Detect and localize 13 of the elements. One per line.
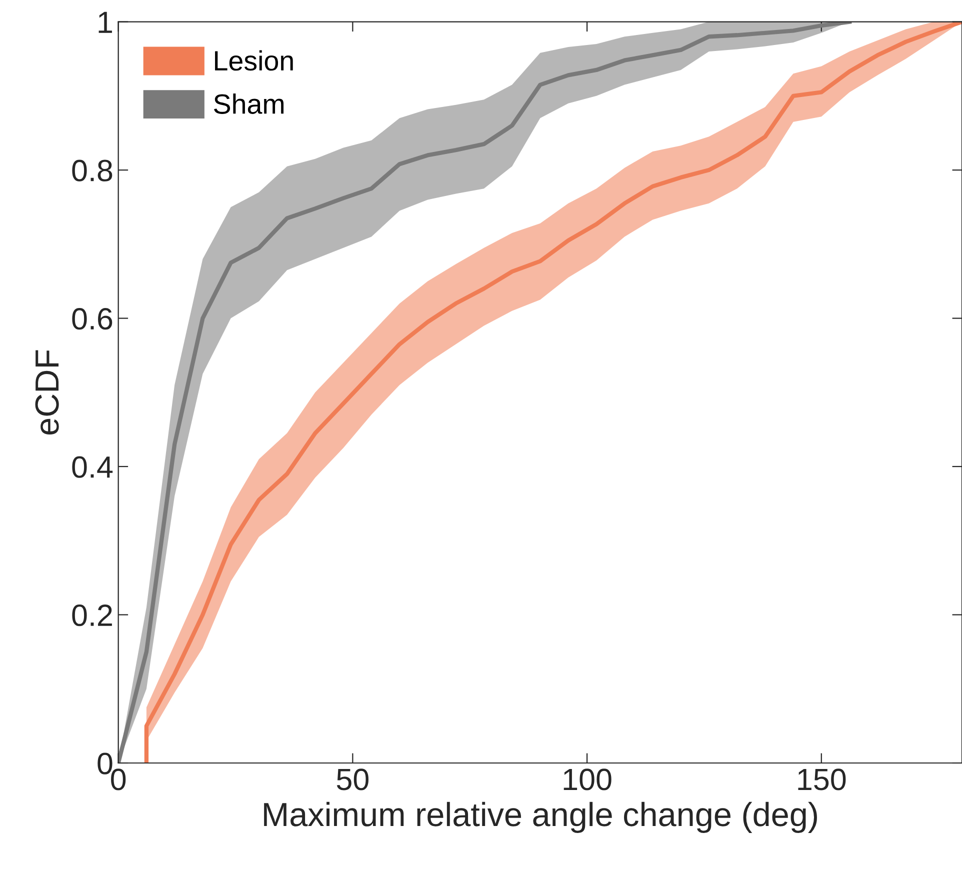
y-tick-label: 0.6 bbox=[72, 308, 112, 330]
x-tick-label: 50 bbox=[336, 768, 368, 790]
x-tick-label: 150 bbox=[798, 768, 846, 790]
y-axis-title: eCDF bbox=[35, 350, 59, 435]
y-tick-label: 0.4 bbox=[72, 456, 113, 478]
legend-label: Sham bbox=[214, 94, 284, 114]
y-tick-label: 0 bbox=[98, 752, 112, 774]
x-tick-label: 100 bbox=[564, 768, 612, 790]
x-axis-title: Maximum relative angle change (deg) bbox=[264, 802, 817, 833]
y-tick-label: 1 bbox=[98, 12, 112, 33]
y-tick-label: 0.2 bbox=[72, 604, 112, 626]
y-tick-label: 0.8 bbox=[72, 160, 112, 182]
legend-label: Lesion bbox=[215, 50, 293, 71]
